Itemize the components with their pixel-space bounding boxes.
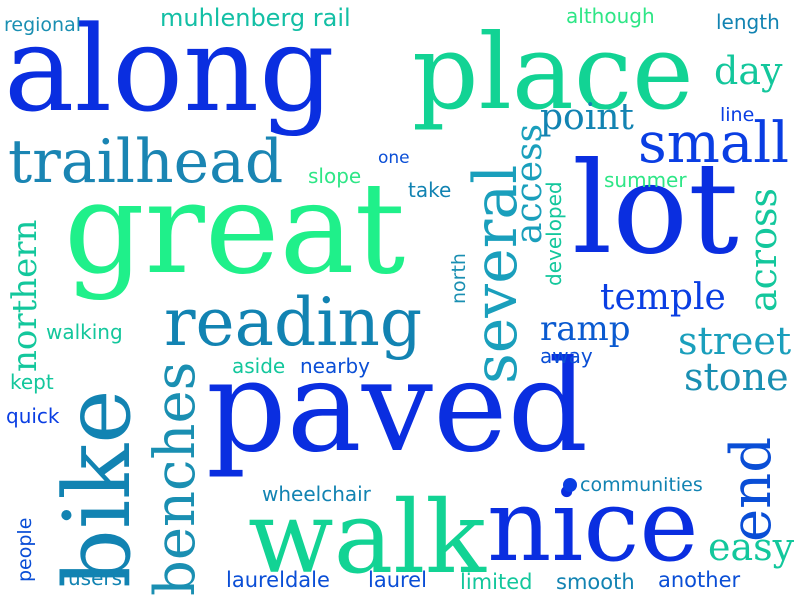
word-paved: paved xyxy=(206,333,589,480)
word-reading: reading xyxy=(164,284,423,361)
word-street: street xyxy=(678,319,792,363)
word-kept: kept xyxy=(10,370,54,394)
word-ramp: ramp xyxy=(540,309,631,349)
word-point: point xyxy=(540,97,634,138)
word-communities: communities xyxy=(580,474,703,496)
word-developed: developed xyxy=(542,181,566,286)
word-length: length xyxy=(716,10,780,34)
word-although: although xyxy=(566,4,655,28)
word-north: north xyxy=(448,253,470,304)
word-laureldale: laureldale xyxy=(226,568,330,592)
word-slope: slope xyxy=(308,164,362,188)
word-away: away xyxy=(540,344,593,368)
word-users: users xyxy=(68,566,123,590)
word-walk: walk xyxy=(248,479,486,596)
word-aside: aside xyxy=(232,354,286,378)
word-wheelchair: wheelchair xyxy=(262,482,371,506)
word-laurel: laurel xyxy=(368,568,427,592)
word-walking: walking xyxy=(46,320,123,344)
word-small: small xyxy=(638,111,790,176)
word-great: great xyxy=(64,155,406,302)
word-place: place xyxy=(412,11,694,133)
word-people: people xyxy=(14,517,36,582)
word-temple: temple xyxy=(600,277,726,318)
word-regional: regional xyxy=(4,14,82,36)
word-northern: northern xyxy=(5,219,45,372)
word-nice: nice xyxy=(487,467,699,584)
word-limited: limited xyxy=(460,570,533,594)
word-muhlenberg-rail: muhlenberg rail xyxy=(160,4,351,32)
word-one: one xyxy=(378,148,410,168)
word-take: take xyxy=(408,178,452,202)
word-along: along xyxy=(4,0,335,138)
word-bike: bike xyxy=(44,389,151,588)
word-lot: lot xyxy=(572,135,739,282)
word-day: day xyxy=(714,49,783,93)
word-quick: quick xyxy=(6,404,60,428)
word-nearby: nearby xyxy=(300,354,370,378)
word-benches: benches xyxy=(143,361,208,596)
word-easy: easy xyxy=(708,525,795,569)
word-trailhead: trailhead xyxy=(8,127,284,197)
word-smooth: smooth xyxy=(556,570,635,594)
word-stone: stone xyxy=(684,355,789,399)
word-summer: summer xyxy=(604,168,687,192)
dot-shape xyxy=(563,478,577,492)
word-across: across xyxy=(741,188,785,312)
word-line: line xyxy=(720,104,755,126)
word-another: another xyxy=(658,568,741,592)
